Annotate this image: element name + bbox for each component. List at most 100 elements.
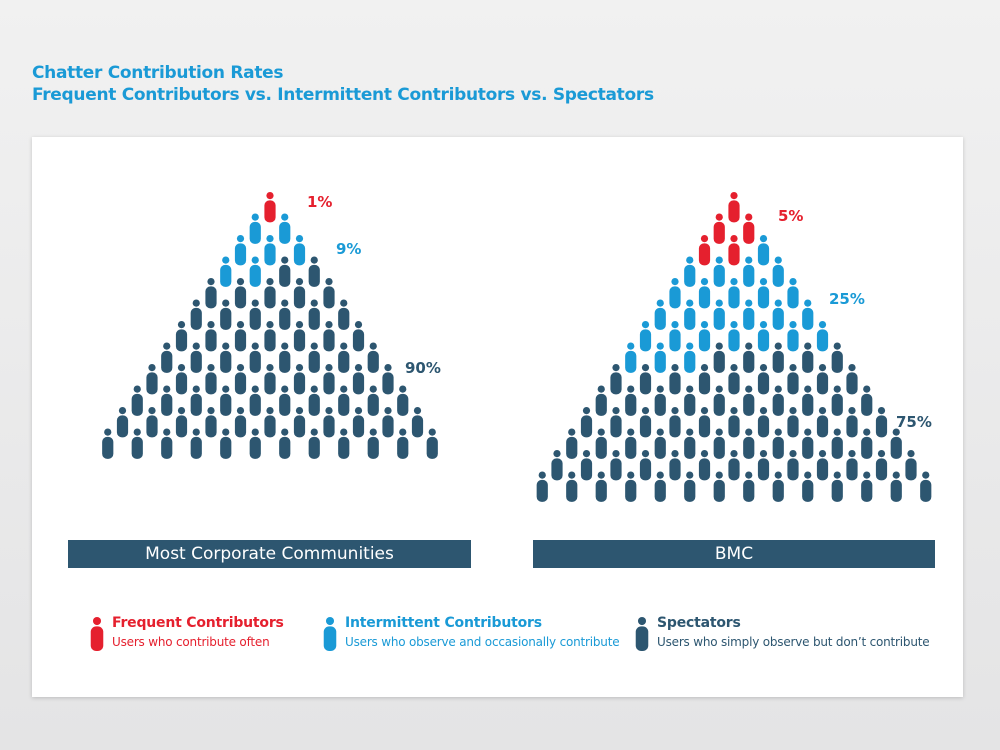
person-icon bbox=[90, 617, 104, 652]
person-icon bbox=[772, 256, 784, 287]
person-icon bbox=[654, 385, 666, 416]
person-icon bbox=[411, 407, 424, 438]
person-icon bbox=[190, 299, 202, 330]
person-icon bbox=[802, 385, 814, 416]
person-icon bbox=[279, 256, 291, 287]
person-icon bbox=[890, 428, 902, 459]
person-icon bbox=[728, 235, 740, 266]
person-icon bbox=[367, 428, 379, 459]
person-icon bbox=[205, 278, 217, 309]
person-icon bbox=[639, 364, 652, 395]
person-icon bbox=[698, 235, 711, 266]
category-label-bmc: BMC bbox=[533, 540, 935, 568]
person-icon bbox=[625, 342, 637, 373]
pyramid-bmc bbox=[536, 192, 932, 502]
person-icon bbox=[625, 428, 637, 459]
person-icon bbox=[772, 428, 784, 459]
person-icon bbox=[131, 428, 143, 459]
person-icon bbox=[338, 342, 350, 373]
percent-label: 5% bbox=[778, 207, 803, 225]
person-icon bbox=[890, 471, 902, 502]
person-icon bbox=[352, 321, 365, 352]
person-icon bbox=[654, 428, 666, 459]
person-icon bbox=[338, 428, 350, 459]
person-icon bbox=[323, 407, 335, 438]
person-icon bbox=[816, 450, 829, 481]
person-icon bbox=[205, 321, 217, 352]
person-icon bbox=[90, 617, 104, 652]
person-icon bbox=[757, 450, 770, 481]
person-icon bbox=[175, 407, 188, 438]
person-icon bbox=[743, 213, 755, 244]
person-icon bbox=[610, 450, 622, 481]
person-icon bbox=[684, 471, 696, 502]
person-icon bbox=[279, 213, 291, 244]
person-icon bbox=[757, 321, 770, 352]
person-icon bbox=[595, 428, 607, 459]
person-icon bbox=[397, 428, 409, 459]
person-icon bbox=[220, 385, 232, 416]
person-icon bbox=[816, 321, 829, 352]
person-icon bbox=[264, 364, 276, 395]
pictograph-chart: 1% 9% 90% 5% 25% 75% bbox=[102, 192, 932, 502]
person-icon bbox=[279, 299, 291, 330]
person-icon bbox=[234, 321, 247, 352]
person-icon bbox=[293, 407, 306, 438]
person-icon bbox=[743, 342, 755, 373]
person-icon bbox=[220, 342, 232, 373]
person-icon bbox=[323, 321, 335, 352]
person-icon bbox=[728, 407, 740, 438]
person-icon bbox=[175, 321, 188, 352]
person-icon bbox=[802, 342, 814, 373]
person-icon bbox=[846, 407, 858, 438]
person-icon bbox=[816, 364, 829, 395]
person-icon bbox=[234, 278, 247, 309]
person-icon bbox=[684, 428, 696, 459]
person-icon bbox=[610, 364, 622, 395]
person-icon bbox=[234, 407, 247, 438]
person-icon bbox=[566, 428, 578, 459]
person-icon bbox=[635, 617, 649, 652]
person-icon bbox=[308, 342, 320, 373]
header: Chatter Contribution Rates Frequent Cont… bbox=[32, 62, 654, 106]
percent-label: 25% bbox=[829, 290, 865, 308]
percent-label: 1% bbox=[307, 193, 332, 211]
person-icon bbox=[787, 407, 799, 438]
person-icon bbox=[116, 407, 129, 438]
person-icon bbox=[861, 428, 873, 459]
person-icon bbox=[743, 256, 755, 287]
person-icon bbox=[713, 428, 725, 459]
person-icon bbox=[743, 299, 755, 330]
person-icon bbox=[382, 364, 394, 395]
person-icon bbox=[308, 428, 320, 459]
person-icon bbox=[220, 299, 232, 330]
person-icon bbox=[713, 256, 725, 287]
person-icon bbox=[787, 364, 799, 395]
person-icon bbox=[698, 407, 711, 438]
category-label-most-corporate: Most Corporate Communities bbox=[68, 540, 471, 568]
person-icon bbox=[131, 385, 143, 416]
person-icon bbox=[802, 471, 814, 502]
person-icon bbox=[861, 385, 873, 416]
person-icon bbox=[234, 364, 247, 395]
person-icon bbox=[536, 471, 548, 502]
person-icon bbox=[580, 407, 593, 438]
person-icon bbox=[802, 299, 814, 330]
person-icon bbox=[684, 385, 696, 416]
person-icon bbox=[338, 299, 350, 330]
person-icon bbox=[264, 321, 276, 352]
legend-description: Users who observe and occasionally contr… bbox=[345, 635, 620, 649]
person-icon bbox=[264, 278, 276, 309]
person-icon bbox=[190, 342, 202, 373]
person-icon bbox=[220, 428, 232, 459]
legend-description: Users who contribute often bbox=[112, 635, 270, 649]
person-icon bbox=[698, 321, 711, 352]
person-icon bbox=[293, 278, 306, 309]
person-icon bbox=[728, 192, 740, 223]
person-icon bbox=[279, 385, 291, 416]
person-icon bbox=[264, 235, 276, 266]
person-icon bbox=[551, 450, 563, 481]
legend-title: Intermittent Contributors bbox=[345, 615, 542, 631]
person-icon bbox=[831, 428, 843, 459]
person-icon bbox=[802, 428, 814, 459]
